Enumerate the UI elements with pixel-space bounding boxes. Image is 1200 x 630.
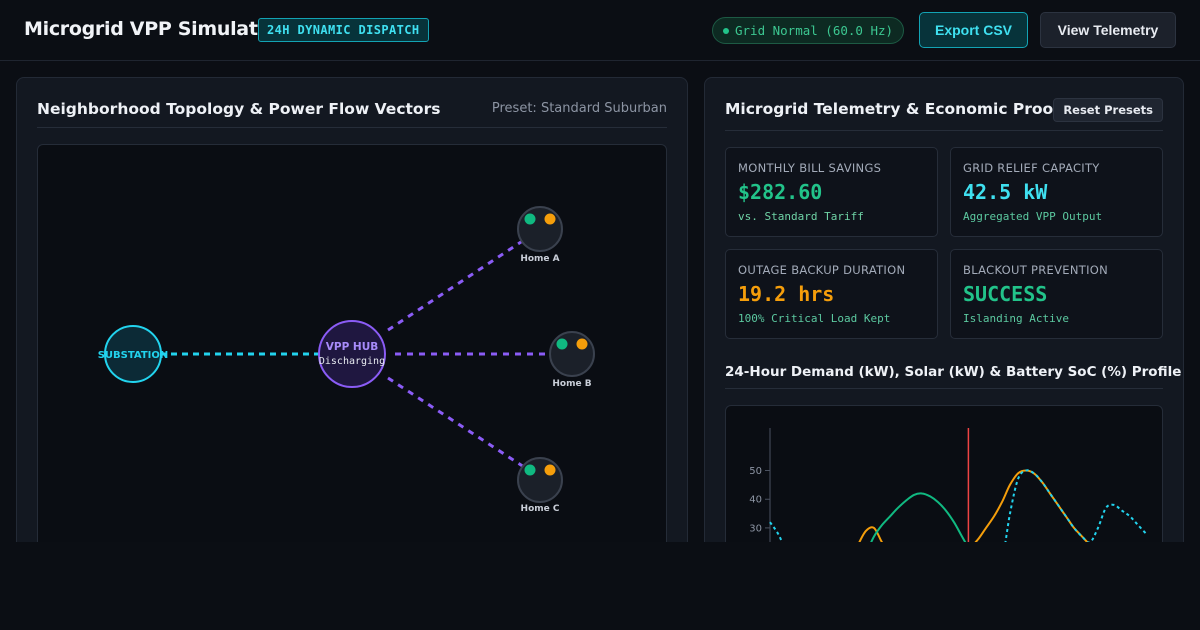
topology-svg: SUBSTATION VPP HUB Discharging Home A Ho <box>98 206 595 514</box>
grid-status-text: Grid Normal (60.0 Hz) <box>735 23 894 38</box>
home-node-a[interactable]: Home A <box>517 206 563 264</box>
viewport-bottom <box>0 542 1200 630</box>
metric-card-outage-backup: OUTAGE BACKUP DURATION 19.2 hrs 100% Cri… <box>725 249 938 339</box>
metric-card-grid-relief: GRID RELIEF CAPACITY 42.5 kW Aggregated … <box>950 147 1163 237</box>
home-label: Home B <box>552 379 591 389</box>
substation-node[interactable]: SUBSTATION <box>98 325 169 383</box>
battery-indicator-icon <box>576 338 588 350</box>
card-label: OUTAGE BACKUP DURATION <box>738 263 906 277</box>
solar-indicator-icon <box>524 213 536 225</box>
telemetry-divider <box>725 130 1163 131</box>
card-label: BLACKOUT PREVENTION <box>963 263 1109 277</box>
status-dot-icon <box>723 28 729 34</box>
battery-indicator-icon <box>544 213 556 225</box>
metric-card-bill-savings: MONTHLY BILL SAVINGS $282.60 vs. Standar… <box>725 147 938 237</box>
substation-label: SUBSTATION <box>98 350 169 361</box>
telemetry-title: Microgrid Telemetry & Economic Proof <box>725 100 1060 118</box>
card-value: $282.60 <box>738 180 823 204</box>
y-tick-label: 30 <box>749 523 762 534</box>
card-sub: Aggregated VPP Output <box>963 210 1103 223</box>
home-node-c[interactable]: Home C <box>517 457 563 514</box>
vpp-hub-status: Discharging <box>319 356 385 367</box>
reset-presets-button[interactable]: Reset Presets <box>1053 98 1163 122</box>
vpp-link-home-a <box>387 238 525 332</box>
topology-title: Neighborhood Topology & Power Flow Vecto… <box>37 100 441 118</box>
vpp-hub-node[interactable]: VPP HUB Discharging <box>318 320 386 388</box>
battery-indicator-icon <box>544 464 556 476</box>
app-header: Microgrid VPP Simulator 24H DYNAMIC DISP… <box>0 0 1200 61</box>
chart-divider <box>725 388 1163 389</box>
topology-canvas[interactable]: SUBSTATION VPP HUB Discharging Home A Ho <box>37 144 667 564</box>
home-label: Home A <box>520 254 559 264</box>
solar-indicator-icon <box>556 338 568 350</box>
dispatch-mode-badge: 24H DYNAMIC DISPATCH <box>258 18 429 42</box>
y-tick-label: 50 <box>749 466 762 477</box>
topology-divider <box>37 127 667 128</box>
card-sub: Islanding Active <box>963 312 1069 325</box>
telemetry-panel: Microgrid Telemetry & Economic Proof Res… <box>704 77 1184 605</box>
grid-status-pill: Grid Normal (60.0 Hz) <box>712 17 905 44</box>
export-csv-button[interactable]: Export CSV <box>919 12 1028 48</box>
card-value: 19.2 hrs <box>738 282 835 306</box>
home-node-b[interactable]: Home B <box>549 331 595 389</box>
metric-card-blackout-prevention: BLACKOUT PREVENTION SUCCESS Islanding Ac… <box>950 249 1163 339</box>
card-label: MONTHLY BILL SAVINGS <box>738 161 882 175</box>
card-sub: 100% Critical Load Kept <box>738 312 891 325</box>
y-tick-label: 40 <box>749 495 762 506</box>
preset-label: Preset: Standard Suburban <box>491 101 667 116</box>
card-sub: vs. Standard Tariff <box>738 210 864 223</box>
chart-title: 24-Hour Demand (kW), Solar (kW) & Batter… <box>725 364 1182 380</box>
view-telemetry-button[interactable]: View Telemetry <box>1040 12 1176 48</box>
card-value: 42.5 kW <box>963 180 1048 204</box>
topology-panel: Neighborhood Topology & Power Flow Vecto… <box>16 77 688 564</box>
app-title: Microgrid VPP Simulator <box>24 18 280 40</box>
solar-series-line <box>843 492 1003 604</box>
card-label: GRID RELIEF CAPACITY <box>963 161 1100 175</box>
solar-indicator-icon <box>524 464 536 476</box>
vpp-hub-label: VPP HUB <box>326 341 379 353</box>
home-label: Home C <box>521 504 560 514</box>
card-value: SUCCESS <box>963 282 1048 306</box>
vpp-link-home-c <box>387 376 525 469</box>
